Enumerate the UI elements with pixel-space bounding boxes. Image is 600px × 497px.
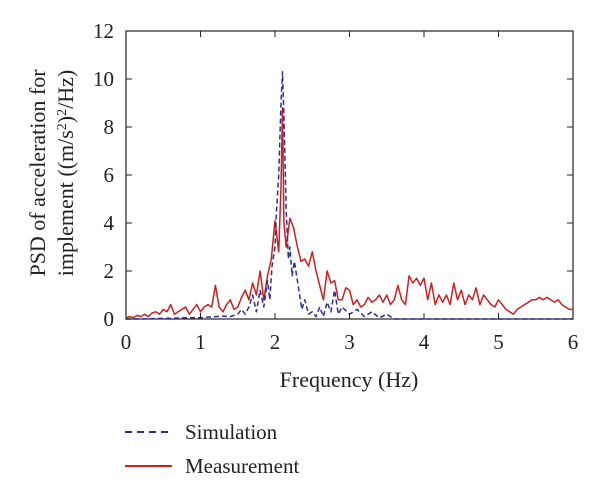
x-tick-label: 4 [419, 330, 430, 354]
plot-border [125, 30, 574, 320]
legend-simulation-label: Simulation [185, 420, 278, 444]
series-layer [125, 71, 573, 320]
y-tick-label: 4 [104, 211, 115, 235]
y-tick-label: 0 [104, 307, 115, 331]
y-axis-label-line1: PSD of acceleration for [25, 69, 50, 277]
x-tick-label: 5 [493, 330, 504, 354]
series-line-measurement [125, 107, 573, 319]
legend: Simulation Measurement [125, 420, 299, 478]
y-tick-label: 8 [104, 115, 115, 139]
x-tick-label: 0 [121, 330, 132, 354]
x-tick-label: 2 [270, 330, 281, 354]
x-tick-label: 1 [195, 330, 206, 354]
legend-measurement-label: Measurement [185, 454, 299, 478]
series-line-simulation [126, 71, 573, 320]
x-tick-label: 3 [344, 330, 355, 354]
y-axis-label: PSD of acceleration for implement ((m/s2… [25, 69, 78, 277]
y-tick-label: 6 [104, 163, 115, 187]
y-axis-label-line2: implement ((m/s2)2/Hz) [53, 70, 78, 276]
plot-frame [125, 30, 574, 320]
y-tick-label: 10 [93, 67, 114, 91]
y-tick-label: 12 [93, 19, 114, 43]
x-tick-label: 6 [568, 330, 579, 354]
x-axis-label: Frequency (Hz) [280, 367, 419, 392]
y-tick-label: 2 [104, 259, 115, 283]
